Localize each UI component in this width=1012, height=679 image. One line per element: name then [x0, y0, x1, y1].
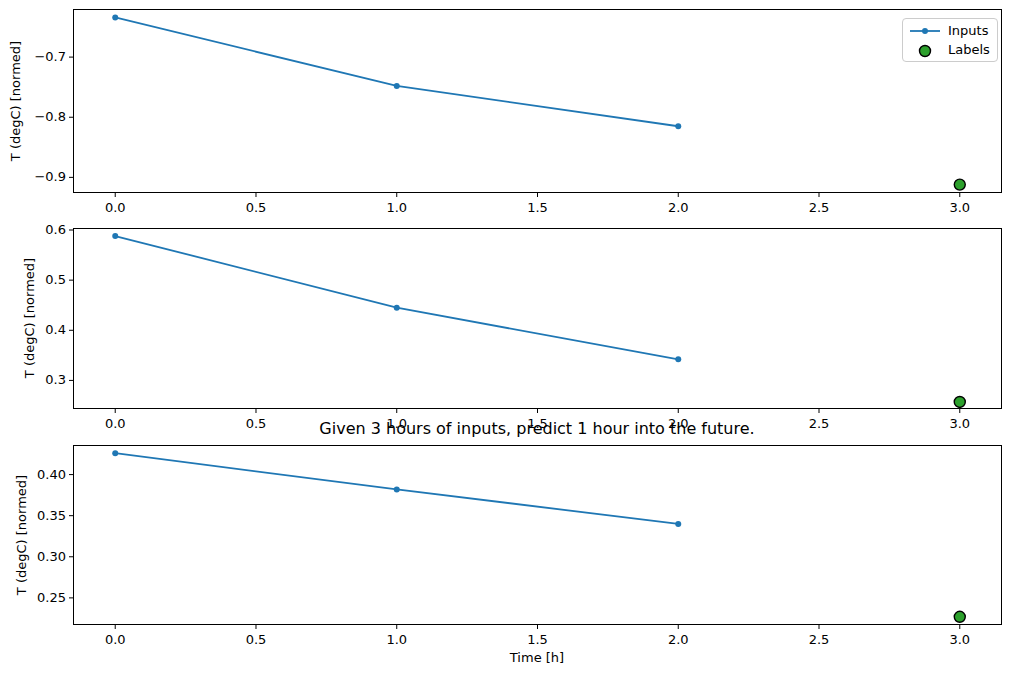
x-tick-label: 2.5 [809, 631, 830, 649]
x-tick-label: 0.0 [105, 199, 126, 217]
x-tick-label: 0.0 [105, 631, 126, 649]
legend-label-inputs: Inputs [948, 23, 988, 38]
labels-point [954, 179, 965, 190]
y-tick-label: 0.40 [0, 466, 66, 484]
labels-point [954, 611, 965, 622]
inputs-line [115, 17, 678, 126]
x-tick-label: 1.5 [527, 415, 548, 433]
x-tick-label: 1.0 [386, 199, 407, 217]
x-tick-label: 0.0 [105, 415, 126, 433]
y-tick-label: −0.7 [0, 48, 66, 66]
legend-label-labels: Labels [948, 42, 990, 57]
legend-item-inputs: Inputs [908, 22, 992, 40]
x-axis-label: Time [h] [510, 650, 564, 665]
inputs-line-sample-svg [908, 24, 942, 38]
inputs-point [112, 14, 118, 20]
y-tick-label: 0.4 [0, 321, 66, 339]
inputs-line-icon [908, 24, 942, 38]
x-tick-label: 2.0 [668, 415, 689, 433]
x-tick-label: 3.0 [949, 415, 970, 433]
y-axis-label-subplot-3: T (degC) [normed] [14, 475, 29, 595]
axes-frame-subplot-3 [74, 446, 1002, 625]
inputs-point [675, 123, 681, 129]
x-tick-label: 3.0 [949, 199, 970, 217]
inputs-point [675, 356, 681, 362]
x-tick-label: 0.5 [246, 631, 267, 649]
inputs-point [394, 83, 400, 89]
x-tick-label: 1.0 [386, 631, 407, 649]
x-tick-label: 2.5 [809, 199, 830, 217]
x-tick-label: 2.0 [668, 199, 689, 217]
legend-inputs-dot [922, 28, 928, 34]
x-tick-label: 3.0 [949, 631, 970, 649]
legend-labels-circle [920, 45, 931, 56]
axes-frame-subplot-1 [74, 10, 1002, 193]
y-tick-label: 0.25 [0, 589, 66, 607]
inputs-point [112, 233, 118, 239]
y-tick-label: 0.5 [0, 271, 66, 289]
y-tick-label: 0.35 [0, 507, 66, 525]
labels-circle-sample-svg [908, 43, 942, 59]
inputs-point [394, 305, 400, 311]
y-tick-label: 0.30 [0, 548, 66, 566]
inputs-point [394, 486, 400, 492]
plot-svg [0, 0, 1012, 679]
x-tick-label: 0.5 [246, 199, 267, 217]
x-tick-label: 1.5 [527, 631, 548, 649]
x-tick-label: 1.5 [527, 199, 548, 217]
y-tick-label: −0.9 [0, 168, 66, 186]
inputs-line [115, 236, 678, 359]
x-tick-label: 0.5 [246, 415, 267, 433]
labels-point [954, 396, 965, 407]
labels-circle-icon [908, 43, 942, 57]
inputs-point [112, 450, 118, 456]
axes-frame-subplot-2 [74, 229, 1002, 409]
inputs-point [675, 521, 681, 527]
figure-canvas: T (degC) [normed] T (degC) [normed] T (d… [0, 0, 1012, 679]
x-tick-label: 1.0 [386, 415, 407, 433]
y-tick-label: 0.6 [0, 221, 66, 239]
y-tick-label: 0.3 [0, 371, 66, 389]
legend-item-labels: Labels [908, 41, 992, 59]
x-tick-label: 2.5 [809, 415, 830, 433]
y-tick-label: −0.8 [0, 108, 66, 126]
legend-box: Inputs Labels [902, 18, 998, 62]
x-tick-label: 2.0 [668, 631, 689, 649]
